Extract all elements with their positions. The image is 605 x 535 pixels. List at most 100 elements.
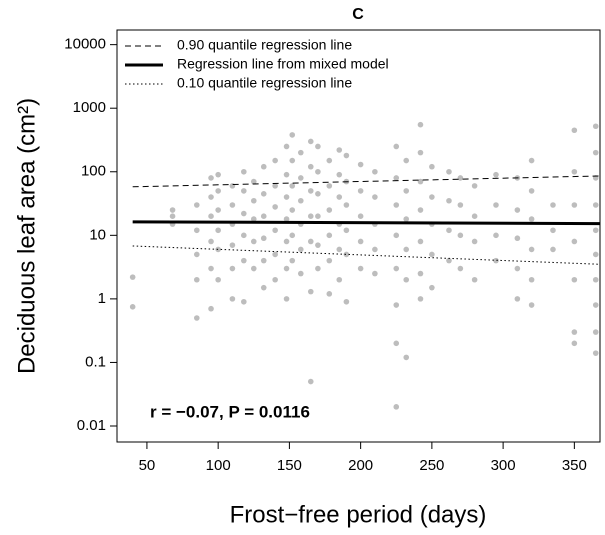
point (208, 213, 214, 219)
point (592, 302, 599, 308)
point (592, 202, 599, 208)
point (229, 242, 236, 248)
point (528, 188, 535, 194)
point (403, 354, 410, 361)
point (289, 183, 296, 189)
point (241, 210, 247, 217)
point (357, 213, 364, 219)
x-axis-title: Frost−free period (days) (230, 501, 487, 528)
point (528, 246, 535, 253)
point (215, 276, 221, 283)
point (129, 274, 136, 280)
point (393, 340, 400, 347)
point (215, 227, 221, 234)
point (326, 207, 333, 213)
point (315, 242, 321, 248)
point (336, 276, 343, 283)
point (372, 246, 378, 253)
point (393, 232, 400, 239)
point (592, 227, 599, 234)
point (493, 257, 499, 264)
point (550, 202, 556, 208)
point (208, 238, 214, 245)
point (241, 257, 247, 264)
point (336, 246, 343, 253)
point (446, 227, 452, 234)
point (289, 207, 296, 213)
legend-label: 0.90 quantile regression line (177, 37, 352, 53)
point (471, 276, 478, 283)
point (193, 227, 200, 234)
point (528, 157, 535, 164)
point (336, 147, 343, 153)
point (297, 175, 304, 181)
point (272, 157, 278, 164)
point (457, 265, 464, 272)
point (241, 188, 247, 194)
point (260, 163, 267, 170)
point (241, 232, 247, 239)
x-tick-label: 150 (277, 457, 302, 474)
point (283, 194, 290, 200)
point (193, 251, 200, 258)
legend-label: 0.10 quantile regression line (177, 75, 352, 91)
point (417, 238, 424, 245)
point (336, 171, 343, 178)
point (260, 191, 267, 197)
point (297, 270, 304, 277)
point (493, 202, 499, 208)
point (372, 168, 378, 175)
point (193, 202, 200, 208)
point (571, 340, 578, 347)
point (250, 197, 257, 204)
point (193, 315, 200, 321)
point (429, 284, 435, 291)
point (215, 171, 221, 178)
point (343, 227, 350, 234)
x-tick-label: 200 (348, 457, 373, 474)
point (289, 232, 296, 239)
point (283, 216, 290, 222)
point (471, 183, 478, 189)
point (343, 152, 350, 159)
point (592, 350, 599, 356)
point (283, 296, 290, 302)
y-tick-label: 0.01 (77, 417, 106, 434)
y-tick-label: 0.1 (85, 353, 106, 370)
point (372, 194, 378, 200)
point (307, 163, 314, 170)
point (393, 202, 400, 208)
point (315, 168, 321, 175)
point (446, 197, 452, 204)
point (307, 378, 314, 385)
point (417, 149, 424, 156)
point (215, 246, 221, 253)
point (528, 302, 535, 308)
point (393, 265, 400, 272)
point (429, 194, 435, 200)
point (250, 178, 257, 185)
point (403, 246, 410, 253)
point (550, 246, 556, 253)
point (514, 235, 521, 242)
legend-label: Regression line from mixed model (177, 56, 389, 72)
point (457, 202, 464, 208)
point (336, 194, 343, 200)
point (326, 157, 333, 164)
point (403, 216, 410, 222)
point (429, 163, 435, 170)
plot-frame (116, 29, 601, 443)
point (493, 171, 499, 178)
point (215, 188, 221, 194)
point (457, 175, 464, 181)
point (283, 143, 290, 150)
point (315, 191, 321, 197)
point (393, 143, 400, 150)
point (208, 175, 214, 181)
point (357, 238, 364, 245)
point (272, 276, 278, 283)
point (326, 291, 333, 297)
point (357, 161, 364, 168)
point (229, 202, 236, 208)
